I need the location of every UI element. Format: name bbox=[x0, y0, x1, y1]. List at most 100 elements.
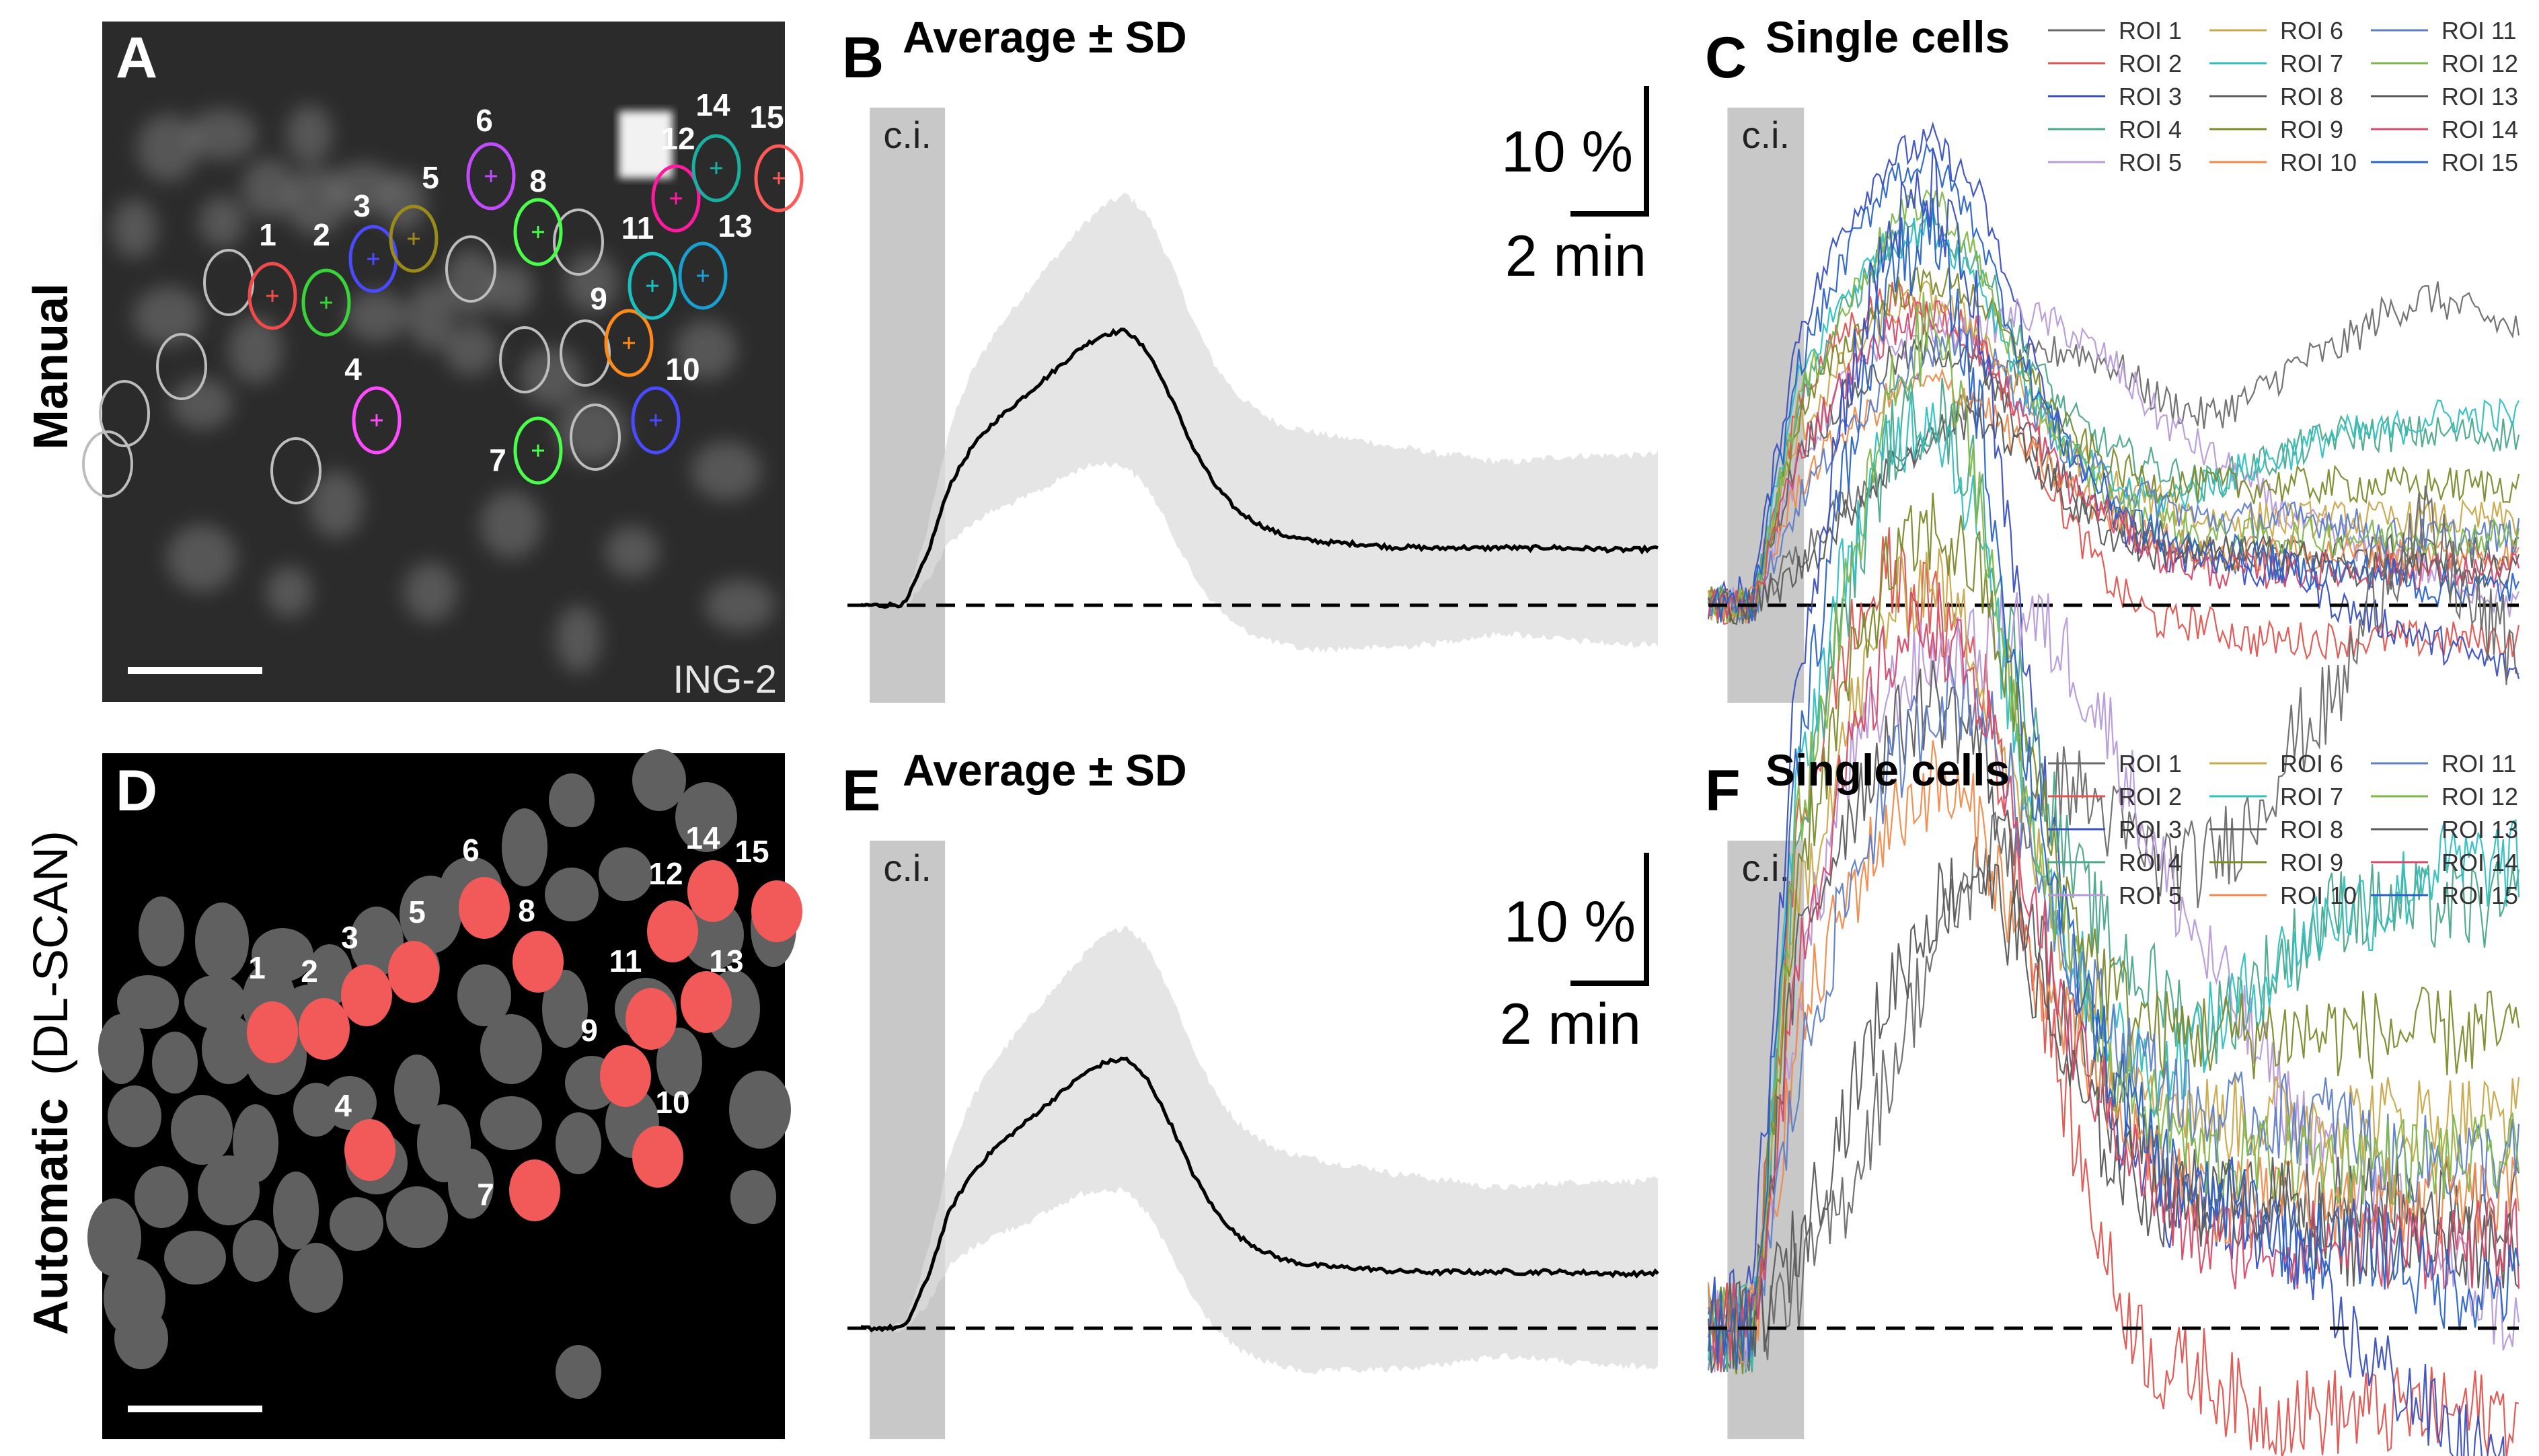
scale-bar-d bbox=[128, 1406, 262, 1412]
roi-outline bbox=[389, 204, 439, 273]
neuron-blob bbox=[137, 114, 199, 182]
roi-outline-unlabeled bbox=[99, 380, 150, 447]
scalebar-bottom: 10 % 2 min bbox=[1500, 853, 1649, 1057]
segmented-cell-gray bbox=[545, 868, 599, 921]
roi-outline-unlabeled bbox=[499, 326, 550, 393]
segmented-cell-red bbox=[626, 988, 677, 1050]
panel-letter-a: A bbox=[116, 26, 157, 90]
roi-center-cross bbox=[773, 172, 785, 184]
neuron-blob bbox=[328, 163, 398, 214]
roi-outline-unlabeled bbox=[570, 404, 621, 471]
row-label-automatic-rest: (DL-SCAN) bbox=[24, 831, 78, 1075]
segmented-cell-gray bbox=[448, 1149, 494, 1219]
roi-outline-unlabeled bbox=[156, 333, 207, 400]
roi-outline-unlabeled bbox=[82, 430, 133, 498]
neuron-blob bbox=[229, 316, 282, 383]
legend-label: ROI 10 bbox=[2280, 149, 2357, 176]
legend-label: ROI 3 bbox=[2119, 83, 2182, 110]
segmented-cell-gray bbox=[556, 1112, 601, 1174]
segmented-cell-gray bbox=[323, 1076, 377, 1130]
legend-label: ROI 15 bbox=[2441, 882, 2518, 909]
scale-bar-a bbox=[128, 667, 262, 674]
legend-label: ROI 2 bbox=[2119, 783, 2182, 810]
scalebar-top-lines bbox=[1570, 86, 1649, 217]
roi-outline-unlabeled bbox=[270, 437, 321, 504]
roi-outline bbox=[651, 164, 701, 233]
roi-center-cross bbox=[532, 445, 544, 457]
neuron-blob bbox=[691, 441, 761, 500]
roi-number-label: 13 bbox=[718, 208, 752, 243]
trace-roi-1 bbox=[1707, 485, 2519, 1373]
trace-roi-4 bbox=[1707, 209, 2520, 624]
roi-outline bbox=[248, 262, 297, 330]
segmented-cell-gray bbox=[542, 970, 588, 1048]
segmented-cell-red bbox=[681, 971, 732, 1033]
segmented-cell-gray bbox=[289, 1243, 343, 1313]
neuron-blob bbox=[444, 249, 498, 316]
legend-label: ROI 9 bbox=[2280, 116, 2343, 143]
segmented-cell-red bbox=[388, 941, 439, 1003]
segmented-cell-red bbox=[509, 1159, 560, 1221]
ci-label: c.i. bbox=[883, 847, 932, 889]
legend-label: ROI 11 bbox=[2441, 750, 2516, 777]
roi-number-label: 7 bbox=[477, 1177, 494, 1212]
segmented-cell-red bbox=[299, 998, 350, 1060]
segmented-cell-gray bbox=[656, 1028, 702, 1098]
ci-label: c.i. bbox=[1742, 847, 1790, 889]
roi-center-cross bbox=[697, 270, 709, 282]
segmented-cell-gray bbox=[675, 782, 737, 852]
ci-shade bbox=[870, 108, 946, 703]
segmented-cell-gray bbox=[202, 1014, 256, 1084]
roi-center-cross bbox=[485, 170, 497, 182]
roi-number-label: 9 bbox=[580, 1013, 598, 1048]
roi-center-cross bbox=[646, 280, 658, 292]
row-label-automatic: Automatic (DL-SCAN) bbox=[24, 831, 78, 1335]
roi-number-label: 4 bbox=[334, 1088, 352, 1123]
neuron-blob bbox=[381, 172, 426, 231]
roi-number-label: 5 bbox=[422, 160, 439, 195]
neuron-blob bbox=[488, 264, 534, 315]
neuron-blob bbox=[557, 397, 627, 464]
neuron-blob bbox=[408, 282, 453, 350]
neuron-blob bbox=[112, 199, 157, 258]
legend: ROI 1 ROI 2 ROI 3 ROI 4 ROI 5 ROI 6 ROI 7 ROI 8… bbox=[2048, 750, 2518, 909]
neuron-blob bbox=[309, 471, 363, 538]
segmented-cell-gray bbox=[394, 1055, 440, 1124]
roi-outline-unlabeled bbox=[553, 208, 604, 276]
roi-number-label: 1 bbox=[248, 950, 266, 985]
segmented-cell-gray bbox=[164, 1231, 226, 1285]
legend-label: ROI 4 bbox=[2119, 116, 2182, 143]
segmented-cell-red bbox=[513, 931, 564, 993]
roi-outline bbox=[513, 198, 563, 266]
roi-number-label: 10 bbox=[665, 352, 699, 387]
neuron-blob bbox=[167, 525, 237, 592]
roi-outline bbox=[604, 309, 654, 377]
legend-label: ROI 5 bbox=[2119, 149, 2182, 176]
bright-spot bbox=[619, 111, 673, 178]
neuron-blob bbox=[199, 196, 245, 247]
roi-outline-unlabeled bbox=[560, 319, 611, 387]
row-label-automatic-bold: Automatic bbox=[24, 1098, 78, 1335]
segmented-cell-gray bbox=[108, 1085, 161, 1147]
sd-band bbox=[861, 925, 1658, 1375]
segmented-cell-red bbox=[687, 860, 738, 922]
segmented-cell-gray bbox=[480, 1014, 542, 1084]
roi-center-cross bbox=[266, 290, 278, 302]
neuron-blob bbox=[480, 491, 542, 558]
panel-letter-e: E bbox=[842, 759, 880, 823]
neuron-blob bbox=[287, 105, 332, 164]
segmented-cell-gray bbox=[730, 1170, 776, 1224]
segmented-cell-gray bbox=[117, 975, 179, 1029]
roi-number-label: 3 bbox=[341, 920, 358, 955]
row-label-manual: Manual bbox=[24, 283, 78, 450]
roi-number-label: 8 bbox=[529, 163, 547, 198]
ci-label: c.i. bbox=[883, 114, 932, 156]
segmented-cell-red bbox=[344, 1119, 395, 1181]
segmented-cell-gray bbox=[98, 1014, 144, 1084]
panel-title-c: Single cells bbox=[1766, 12, 2010, 62]
roi-outline bbox=[628, 252, 677, 320]
segmented-cell-gray bbox=[549, 773, 595, 827]
